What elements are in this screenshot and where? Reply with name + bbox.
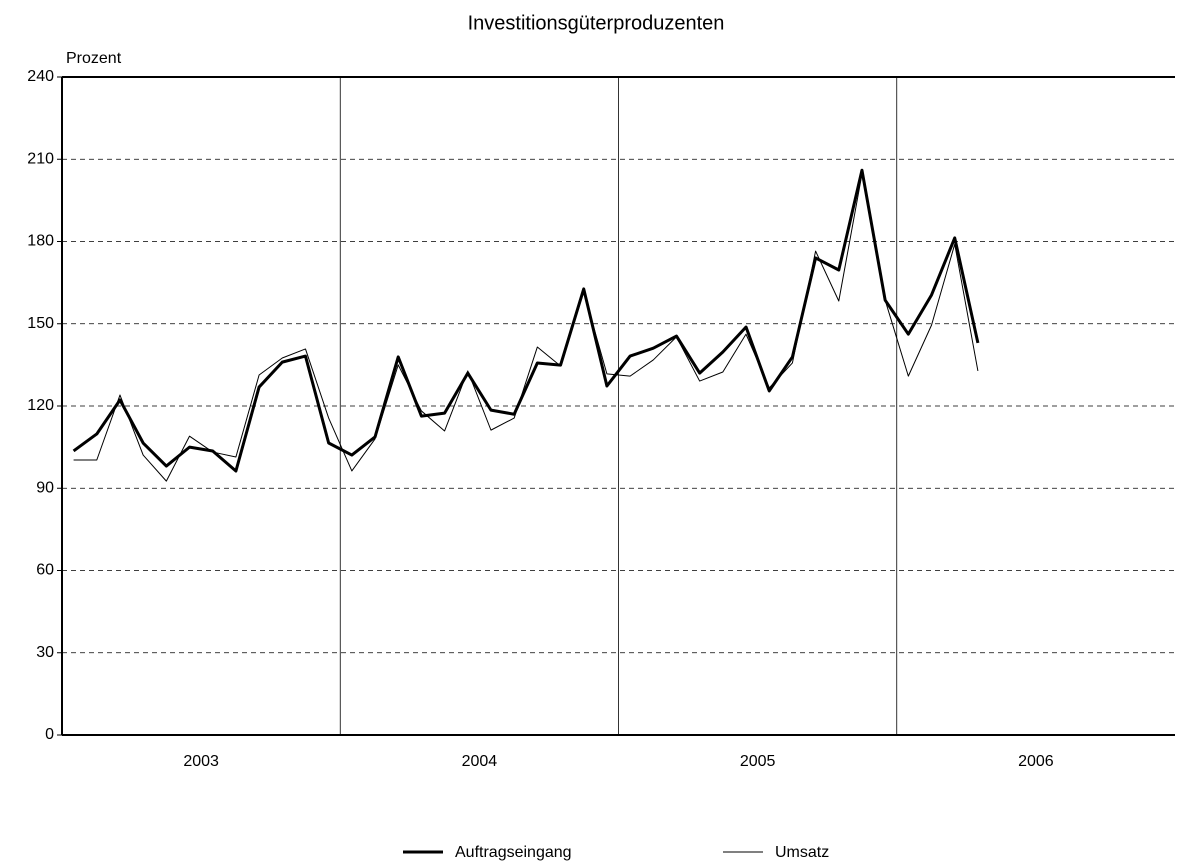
x-tick-label: 2003 [183, 753, 219, 770]
legend-label: Auftragseingang [455, 844, 572, 861]
data-line [72, 168, 980, 473]
y-tick-label: 210 [27, 150, 54, 167]
y-tick-label: 0 [45, 726, 54, 743]
y-tick-label: 90 [36, 479, 54, 496]
x-tick-label: 2006 [1018, 753, 1054, 770]
data-line [73, 173, 979, 482]
legend-label: Umsatz [775, 844, 829, 861]
y-tick-label: 150 [27, 315, 54, 332]
y-tick-label: 240 [27, 68, 54, 85]
y-tick-label: 60 [36, 562, 54, 579]
x-tick-label: 2004 [462, 753, 498, 770]
y-tick-label: 30 [36, 644, 54, 661]
x-tick-label: 2005 [740, 753, 776, 770]
chart-title: Investitionsgüterproduzenten [468, 12, 725, 34]
y-tick-label: 120 [27, 397, 54, 414]
y-tick-label: 180 [27, 233, 54, 250]
y-axis-label: Prozent [66, 50, 122, 67]
